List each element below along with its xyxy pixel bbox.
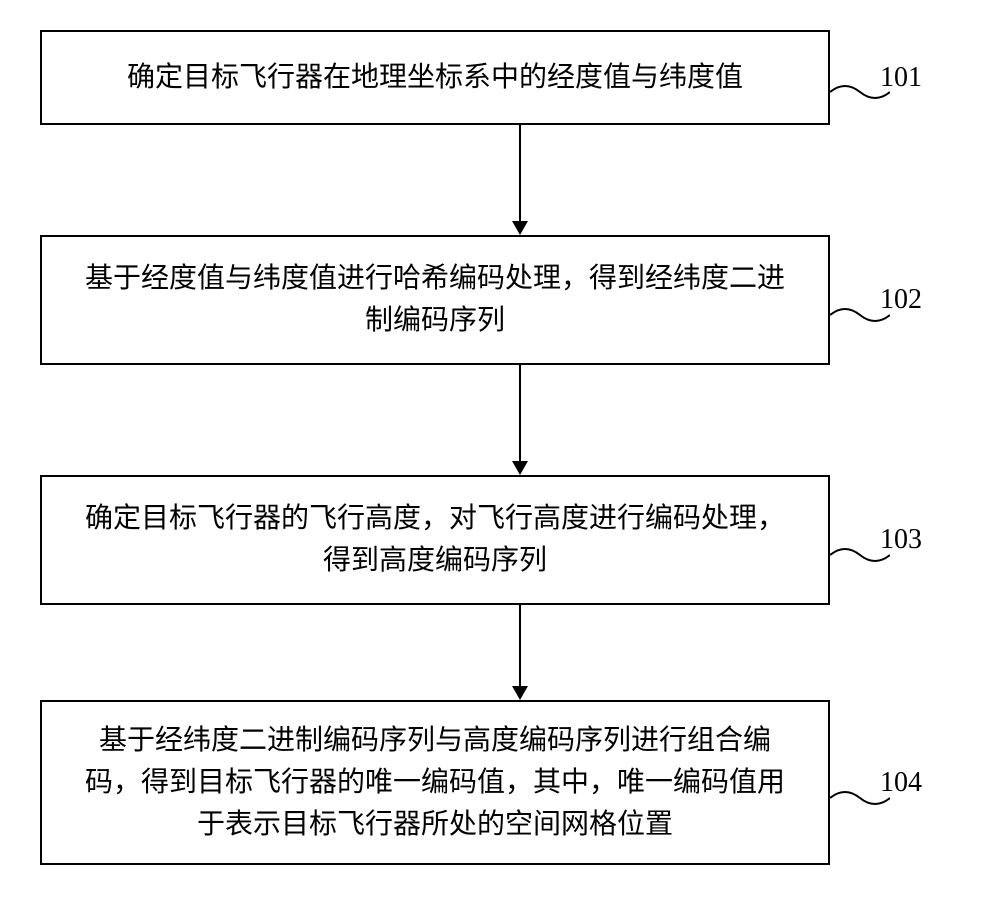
arrow-2 (125, 365, 915, 475)
arrow-1 (125, 125, 915, 235)
arrow-head-2 (512, 461, 528, 475)
step-box-3: 确定目标飞行器的飞行高度，对飞行高度进行编码处理，得到高度编码序列 (40, 475, 830, 605)
step-box-4: 基于经纬度二进制编码序列与高度编码序列进行组合编码，得到目标飞行器的唯一编码值，… (40, 700, 830, 865)
arrow-line-1 (519, 125, 521, 221)
flowchart-container: 确定目标飞行器在地理坐标系中的经度值与纬度值 101 基于经度值与纬度值进行哈希… (0, 30, 1000, 865)
step-text-3: 确定目标飞行器的飞行高度，对飞行高度进行编码处理，得到高度编码序列 (72, 498, 798, 582)
arrow-head-1 (512, 221, 528, 235)
step-row-3: 确定目标飞行器的飞行高度，对飞行高度进行编码处理，得到高度编码序列 103 (0, 475, 1000, 605)
step-label-4: 104 (880, 767, 922, 799)
step-label-1: 101 (880, 62, 922, 94)
step-row-1: 确定目标飞行器在地理坐标系中的经度值与纬度值 101 (0, 30, 1000, 125)
step-label-3: 103 (880, 524, 922, 556)
step-label-2: 102 (880, 284, 922, 316)
step-box-2: 基于经度值与纬度值进行哈希编码处理，得到经纬度二进制编码序列 (40, 235, 830, 365)
step-box-1: 确定目标飞行器在地理坐标系中的经度值与纬度值 (40, 30, 830, 125)
arrow-line-3 (519, 605, 521, 686)
arrow-line-2 (519, 365, 521, 461)
step-text-1: 确定目标飞行器在地理坐标系中的经度值与纬度值 (127, 57, 743, 99)
arrow-3 (125, 605, 915, 700)
arrow-head-3 (512, 686, 528, 700)
step-text-2: 基于经度值与纬度值进行哈希编码处理，得到经纬度二进制编码序列 (72, 258, 798, 342)
step-text-4: 基于经纬度二进制编码序列与高度编码序列进行组合编码，得到目标飞行器的唯一编码值，… (72, 720, 798, 846)
step-row-2: 基于经度值与纬度值进行哈希编码处理，得到经纬度二进制编码序列 102 (0, 235, 1000, 365)
step-row-4: 基于经纬度二进制编码序列与高度编码序列进行组合编码，得到目标飞行器的唯一编码值，… (0, 700, 1000, 865)
